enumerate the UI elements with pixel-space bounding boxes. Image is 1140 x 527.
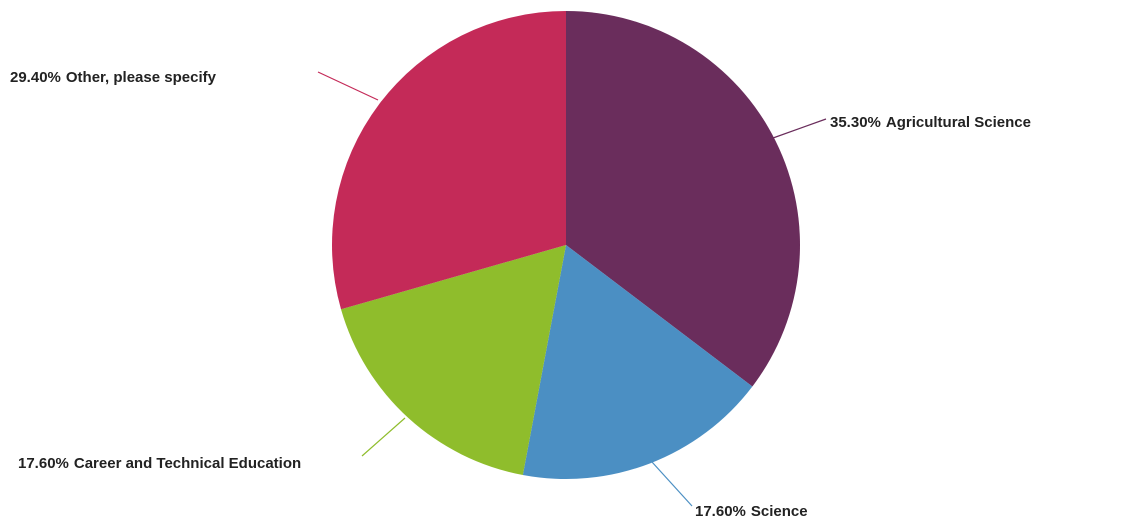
leader-line xyxy=(772,118,827,139)
leader-line xyxy=(361,417,406,457)
category-label: Science xyxy=(750,503,808,520)
category-label: Agricultural Science xyxy=(885,114,1031,131)
slice-label: 17.60% Career and Technical Education xyxy=(18,452,348,475)
value-label: 17.60% xyxy=(18,455,69,472)
category-label: Other, please specify xyxy=(65,69,216,86)
pie-slice xyxy=(341,245,566,475)
slice-label: 29.40% Other, please specify xyxy=(10,66,330,89)
value-label: 17.60% xyxy=(695,503,746,520)
value-label: 35.30% xyxy=(830,114,881,131)
pie-slice xyxy=(522,245,753,480)
pie-slice xyxy=(332,11,566,310)
leader-line xyxy=(317,71,379,101)
leader-line xyxy=(651,461,693,507)
pie-slice xyxy=(566,11,801,387)
slice-label: 17.60% Science xyxy=(695,500,895,523)
slice-label: 35.30% Agricultural Science xyxy=(830,111,1140,134)
value-label: 29.40% xyxy=(10,69,61,86)
category-label: Career and Technical Education xyxy=(73,455,302,472)
